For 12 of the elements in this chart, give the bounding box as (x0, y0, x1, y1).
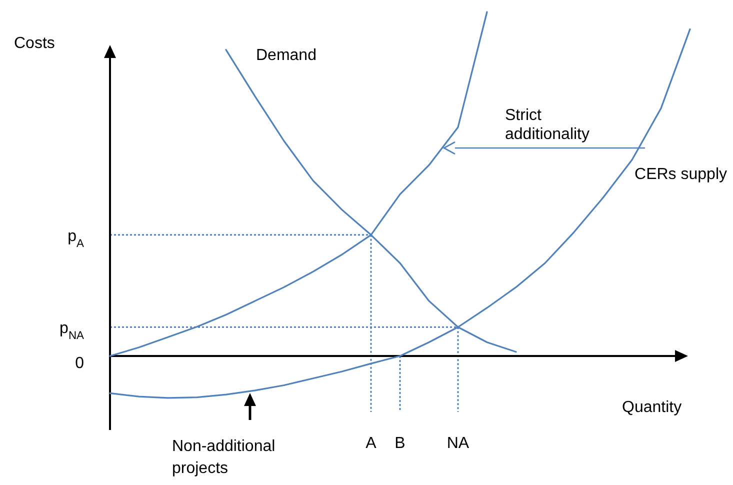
ref-line-label: p$_{A}$ (68, 228, 85, 250)
x-axis-title: Quantity (622, 399, 682, 416)
y-axis-title: Costs (14, 35, 55, 52)
ref-line-label: p$_{NA}$ (60, 320, 85, 342)
text: Strict additionality (505, 107, 590, 143)
series-label: CERs supply (634, 166, 727, 184)
x-tick-label: A (366, 435, 377, 452)
text: Non-additional projects (172, 438, 276, 477)
x-tick-label: NA (446, 435, 470, 452)
series-label: Demand (256, 46, 316, 64)
x-tick-label: B (394, 435, 406, 452)
text: 0 (75, 355, 84, 372)
